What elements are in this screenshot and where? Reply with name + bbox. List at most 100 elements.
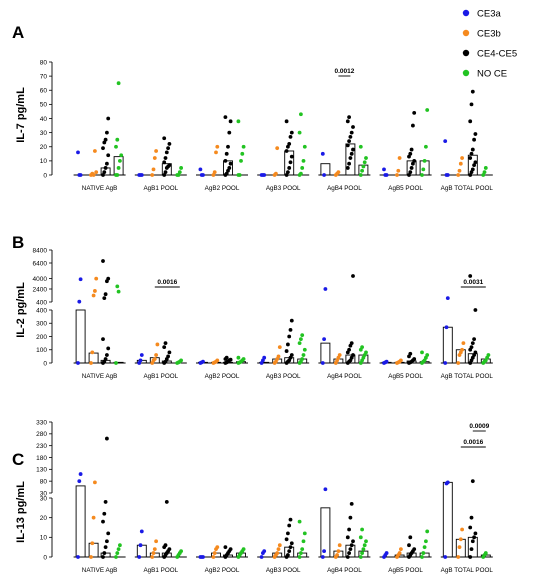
panel-b-pvalue-label: 0.0031 — [463, 279, 483, 286]
panel-c-point — [302, 531, 307, 536]
panel-c-category-label: AgB1 POOL — [143, 567, 178, 574]
panel-b-point — [262, 355, 267, 360]
panel-b-y-tick-label: 2400 — [33, 286, 48, 293]
panel-a-point — [395, 173, 399, 177]
panel-a-point — [470, 89, 475, 94]
panel-c-point — [360, 527, 364, 532]
panel-b-point — [300, 357, 305, 361]
panel-b-point — [287, 334, 292, 339]
panel-a-point — [482, 170, 487, 175]
panel-a-point — [411, 123, 415, 128]
panel-b-point — [408, 351, 413, 356]
panel-a-point — [102, 170, 107, 175]
panel-a-point — [118, 158, 122, 163]
panel-c-point — [349, 502, 354, 506]
panel-b-point — [201, 359, 205, 364]
panel-c-point — [103, 545, 108, 550]
panel-b-point — [106, 346, 111, 351]
panel-a-point — [93, 149, 97, 153]
panel-a-point — [469, 102, 474, 107]
panel-b-point — [101, 259, 105, 263]
panel-c-point — [151, 551, 156, 555]
panel-b-point — [297, 341, 302, 346]
panel-a-point — [345, 119, 350, 124]
panel-a-point — [473, 132, 478, 136]
panel-b-category-label: AgB4 POOL — [327, 373, 362, 380]
panel-c-point — [322, 549, 326, 553]
legend-label-ce3a: CE3a — [477, 9, 501, 20]
panel-b-point — [94, 276, 99, 281]
panel-c-point — [212, 551, 217, 555]
panel-a-point — [289, 130, 294, 135]
panel-a-point — [336, 170, 341, 175]
panel-a-point — [162, 173, 167, 177]
panel-b-y-tick-label: 200 — [36, 334, 47, 341]
panel-c-point — [424, 539, 428, 544]
panel-a-point — [348, 134, 353, 139]
panel-b-point — [473, 350, 478, 355]
panel-b-category-label: AgB2 POOL — [205, 373, 240, 380]
panel-a-bar — [223, 160, 233, 176]
panel-a-point — [201, 173, 205, 177]
panel-a-point — [286, 170, 290, 175]
panel-c-letter: C — [12, 450, 24, 469]
panel-a-point — [167, 163, 172, 168]
panel-c-point — [457, 545, 462, 550]
panel-a-category-label: AgB4 POOL — [327, 185, 362, 192]
panel-b-bar — [75, 309, 86, 364]
panel-a-point — [409, 147, 414, 152]
panel-c-pvalue-label: 0.0016 — [463, 439, 483, 446]
panel-b-point — [228, 357, 233, 362]
panel-c-bar — [75, 485, 86, 558]
panel-a-point — [412, 158, 417, 163]
panel-a-point — [472, 163, 476, 168]
panel-c-point — [262, 549, 267, 553]
panel-c-point — [154, 539, 159, 544]
panel-c-point — [287, 549, 292, 553]
panel-a-point — [163, 170, 168, 175]
panel-c-y-tick-label: 0 — [43, 554, 47, 561]
panel-a-point — [115, 137, 120, 142]
panel-b-point — [384, 359, 389, 364]
panel-a-point — [177, 170, 182, 175]
panel-b-point — [284, 349, 289, 353]
panel-c-point — [228, 547, 233, 552]
panel-a-point — [223, 115, 228, 119]
panel-c-point — [347, 527, 351, 532]
panel-c-point — [468, 555, 473, 559]
panel-b-letter: B — [12, 233, 24, 252]
panel-b-point — [215, 358, 220, 363]
panel-c-point — [408, 535, 413, 540]
panel-a-category-label: AgB2 POOL — [205, 185, 240, 192]
panel-c-point — [91, 515, 96, 520]
panel-a-point — [468, 173, 473, 177]
panel-a-point — [241, 144, 246, 149]
panel-a-point — [228, 161, 233, 166]
panel-b-point — [224, 355, 229, 360]
panel-b-point — [241, 357, 246, 361]
panel-c-y-tick-label: 230 — [36, 443, 47, 450]
panel-a-point — [105, 161, 109, 166]
panel-a-category-label: AgB3 POOL — [266, 185, 301, 192]
panel-a-bar — [161, 163, 172, 176]
panel-a-point — [227, 166, 232, 170]
panel-a-point — [360, 168, 364, 173]
panel-a-point — [349, 130, 354, 135]
panel-c-point — [407, 543, 411, 548]
panel-c-point — [300, 547, 305, 552]
panel-a-point — [240, 151, 245, 156]
panel-b-point — [486, 353, 491, 357]
panel-c-point — [472, 535, 476, 540]
panel-a-point — [412, 110, 417, 115]
legend-marker-ce3b — [462, 29, 470, 37]
panel-c-point — [345, 535, 350, 540]
panel-a-point — [458, 161, 463, 166]
panel-b-point — [91, 293, 96, 298]
panel-c-point — [167, 547, 172, 552]
panel-c-point — [211, 555, 216, 559]
panel-c-point — [275, 551, 280, 555]
panel-b-point — [114, 361, 118, 365]
panel-a-point — [162, 160, 167, 165]
panel-a-point — [358, 144, 363, 149]
panel-a-point — [224, 151, 229, 156]
